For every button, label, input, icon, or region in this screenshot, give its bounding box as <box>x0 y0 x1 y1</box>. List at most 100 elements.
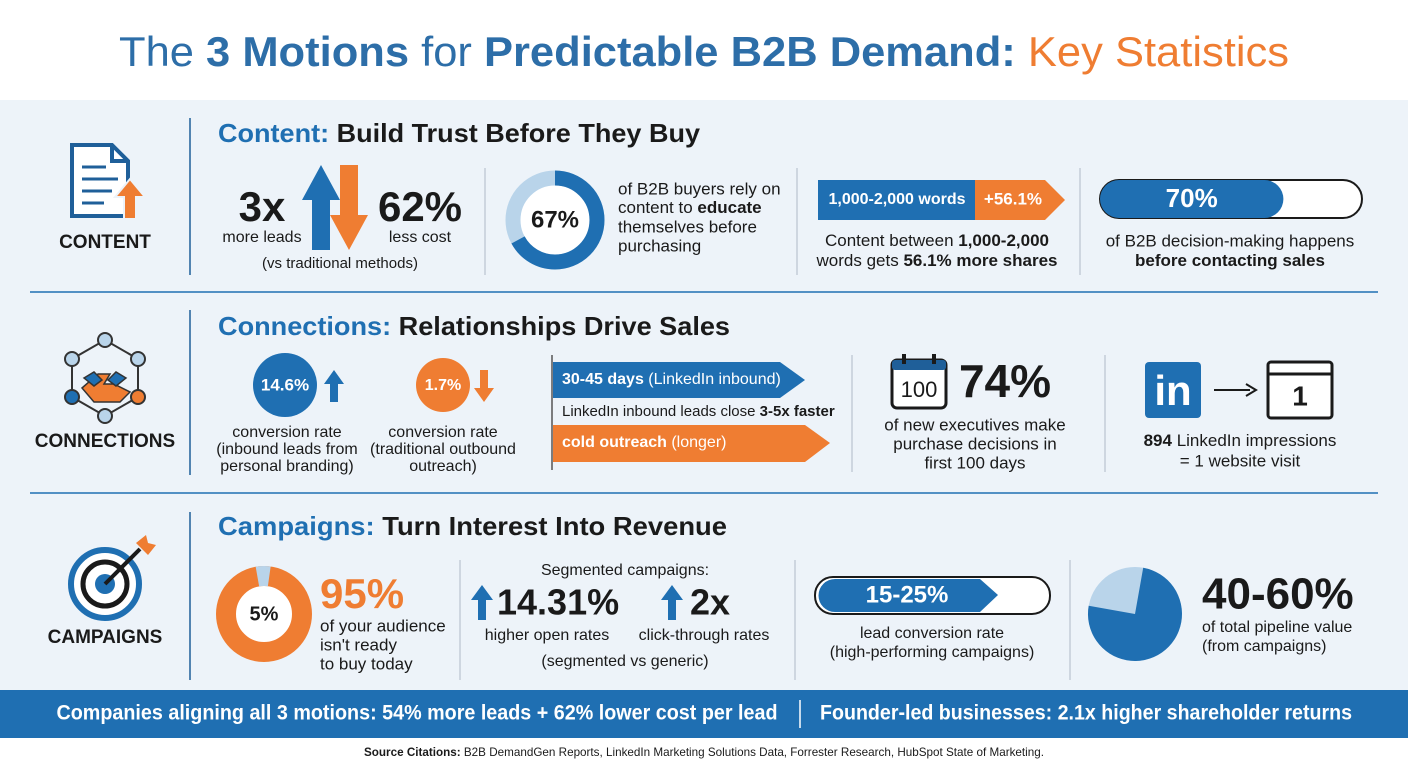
text-segment: 3 Motions <box>206 28 409 75</box>
text-line: 894 LinkedIn impressions <box>1144 431 1337 450</box>
icon-part <box>818 579 998 613</box>
text-segment: Predictable B2B Demand: <box>484 28 1016 75</box>
text-line: (high-performing campaigns) <box>830 644 1035 661</box>
row-heading: Connections: Relationships Drive Sales <box>218 311 730 341</box>
donut-arc <box>216 566 312 662</box>
text-segment: for <box>409 28 484 75</box>
icon-part <box>553 362 805 398</box>
text-line: Content between 1,000-2,000 <box>825 231 1049 250</box>
icon-part <box>902 354 936 364</box>
stat-caption: click-through rates <box>639 627 770 644</box>
progress-fill <box>1100 180 1284 218</box>
text-segment: Campaigns: <box>218 511 375 541</box>
icon-part <box>818 180 978 220</box>
text-segment: Relationships Drive Sales <box>391 311 730 341</box>
icon-part <box>64 351 80 367</box>
text-segment: (longer) <box>667 434 727 451</box>
icon-part <box>324 370 344 402</box>
connections-shapes <box>253 353 1334 462</box>
source-citation: Source Citations: B2B DemandGen Reports,… <box>364 745 1044 759</box>
campaigns-shapes <box>471 567 1182 661</box>
row-heading: Campaigns: Turn Interest Into Revenue <box>218 511 727 541</box>
icon-part <box>110 145 128 163</box>
icon-part <box>1145 362 1201 418</box>
text-segment: 30-45 days <box>562 371 644 388</box>
text-segment: LinkedIn inbound leads close <box>562 403 760 420</box>
text-line: conversion rate <box>388 424 497 441</box>
text-segment: Source Citations: <box>364 745 461 759</box>
stat-value: 14.31% <box>497 582 619 623</box>
text-line: themselves before <box>618 217 757 236</box>
bar-label: 15-25% <box>866 581 949 608</box>
logo-label: in <box>1154 367 1191 414</box>
icon-part <box>553 425 830 462</box>
stat-note: LinkedIn inbound leads close 3-5x faster <box>562 403 835 420</box>
icon-part <box>975 180 1065 220</box>
text-line: first 100 days <box>924 453 1025 472</box>
column-dividers <box>189 118 1106 680</box>
dividers <box>30 291 1378 494</box>
text-line: outreach) <box>409 458 477 475</box>
icon-part <box>253 353 317 417</box>
progress-label: 70% <box>1166 183 1218 213</box>
icon-part <box>892 360 946 370</box>
text-segment: Turn Interest Into Revenue <box>375 511 727 541</box>
text-segment: (LinkedIn inbound) <box>644 371 781 388</box>
footer-band <box>0 690 1408 738</box>
stat-value: 74% <box>959 355 1051 407</box>
text-line: of total pipeline value <box>1202 619 1352 636</box>
stat-note: (segmented vs generic) <box>541 653 708 670</box>
text-segment: cold outreach <box>562 434 667 451</box>
icon-part <box>97 332 113 348</box>
text-segment: Key Statistics <box>1016 28 1289 75</box>
icon-part <box>103 547 142 586</box>
stat-value: 2x <box>690 582 730 623</box>
icon-part <box>330 165 368 250</box>
text-line: content to educate <box>618 198 762 217</box>
text-segment: before contacting sales <box>1135 251 1325 270</box>
text-line: of your audience <box>320 616 446 635</box>
icon-part <box>82 165 118 205</box>
text-segment: 3-5x faster <box>760 403 835 420</box>
icon-part <box>1266 360 1334 420</box>
stat-caption: more leads <box>222 229 301 246</box>
text-line: (from campaigns) <box>1202 638 1326 655</box>
text-line: = 1 website visit <box>1180 451 1301 470</box>
content-shapes <box>302 165 1065 250</box>
badge-label: 14.6% <box>261 375 309 394</box>
stat-value: 3x <box>239 183 286 230</box>
badge-label: 1.7% <box>425 377 461 394</box>
text-segment: Build Trust Before They Buy <box>329 118 700 148</box>
donut-label: 67% <box>531 206 579 233</box>
icon-part <box>474 370 494 402</box>
arrow-label: 30-45 days (LinkedIn inbound) <box>562 371 781 388</box>
bar-label: 1,000-2,000 words <box>829 191 966 208</box>
stat-title: Segmented campaigns: <box>541 562 709 579</box>
campaigns-icon <box>68 535 156 621</box>
row-label: CONTENT <box>59 232 151 253</box>
footer-text: Founder-led businesses: 2.1x higher shar… <box>820 702 1352 725</box>
donut-label: 5% <box>250 603 279 625</box>
calendar-label: 100 <box>901 377 938 402</box>
text-segment: Content: <box>218 118 329 148</box>
stat-value: 40-60% <box>1202 570 1354 619</box>
stat-note: (vs traditional methods) <box>262 255 418 272</box>
window-label: 1 <box>1292 380 1308 411</box>
text-line: conversion rate <box>232 424 341 441</box>
text-line: personal branding) <box>220 458 353 475</box>
icon-part <box>97 408 113 424</box>
text-segment: The <box>119 28 206 75</box>
content-icon <box>70 143 148 220</box>
stat-value: 95% <box>320 570 404 617</box>
donut-arc <box>505 170 605 270</box>
footer-text: Companies aligning all 3 motions: 54% mo… <box>57 702 778 725</box>
icon-part <box>302 165 340 250</box>
text-line: (inbound leads from <box>216 441 357 458</box>
icon-part <box>106 371 128 387</box>
text-line: of B2B buyers rely on <box>618 179 781 198</box>
text-segment: LinkedIn impressions <box>1172 431 1336 450</box>
text-segment: Connections: <box>218 311 391 341</box>
arrow-label: +56.1% <box>984 189 1042 208</box>
row-label: CAMPAIGNS <box>48 627 163 648</box>
